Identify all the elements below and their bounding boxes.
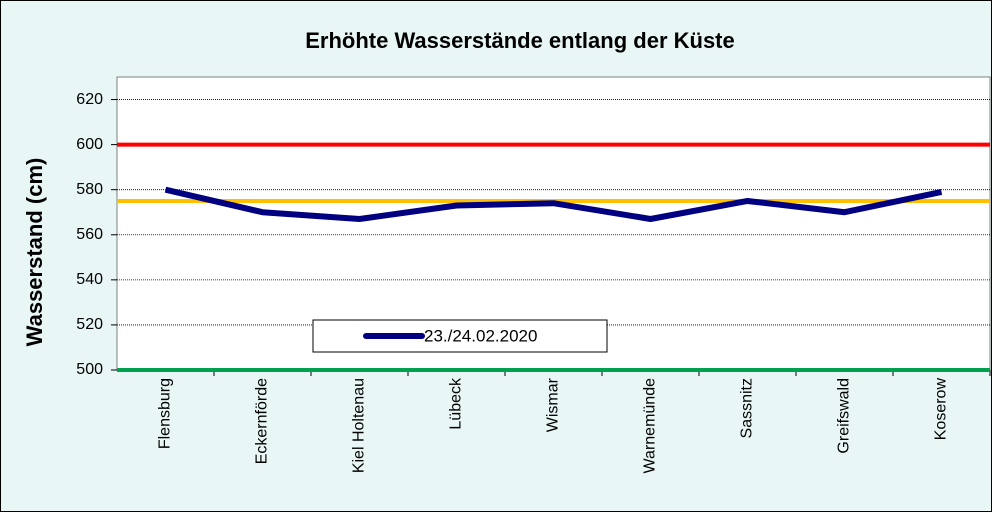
x-tick-label: Eckernförde bbox=[254, 378, 271, 464]
x-tick-label: Greifswald bbox=[836, 378, 853, 454]
legend-label: 23./24.02.2020 bbox=[424, 326, 537, 345]
y-tick-label: 520 bbox=[76, 316, 103, 333]
x-tick-label: Sassnitz bbox=[739, 378, 756, 438]
y-tick-label: 620 bbox=[76, 91, 103, 108]
y-tick-label: 560 bbox=[76, 226, 103, 243]
y-tick-label: 500 bbox=[76, 361, 103, 378]
y-tick-label: 580 bbox=[76, 181, 103, 198]
x-tick-label: Warnemünde bbox=[642, 378, 659, 474]
y-tick-label: 600 bbox=[76, 136, 103, 153]
y-axis-label: Wasserstand (cm) bbox=[22, 158, 47, 347]
x-tick-label: Kiel Holtenau bbox=[351, 378, 368, 473]
x-tick-label: Flensburg bbox=[157, 378, 174, 449]
x-tick-label: Koserow bbox=[933, 378, 950, 441]
chart-title: Erhöhte Wasserstände entlang der Küste bbox=[305, 28, 735, 53]
legend-box bbox=[312, 319, 608, 353]
x-tick-label: Lübeck bbox=[448, 377, 465, 430]
data-line bbox=[164, 186, 943, 222]
x-tick-label: Wismar bbox=[545, 377, 562, 432]
y-tick-label: 540 bbox=[76, 271, 103, 288]
